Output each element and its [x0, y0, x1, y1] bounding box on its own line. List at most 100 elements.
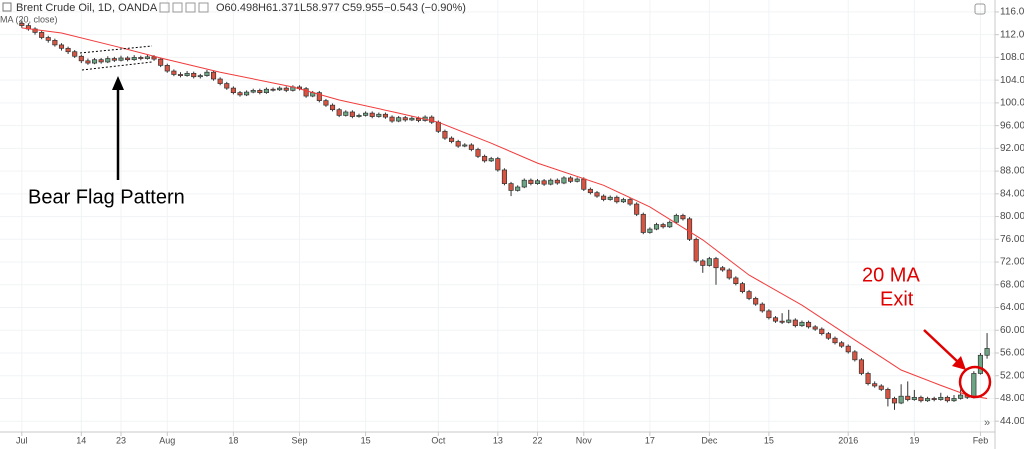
candle-down: [210, 71, 217, 80]
candle-down: [468, 144, 474, 150]
arrow-head: [952, 356, 966, 370]
x-tick-label: Dec: [701, 435, 718, 445]
candle-up: [131, 57, 137, 61]
candle-up: [363, 112, 369, 116]
candle-up: [396, 117, 402, 122]
candle-down: [191, 72, 197, 78]
candle-down: [700, 260, 706, 266]
candle-down: [158, 58, 164, 66]
y-tick-label: 104.000: [1000, 75, 1024, 86]
candle-up: [184, 72, 190, 76]
candle-down: [726, 269, 732, 279]
candle-down: [872, 383, 878, 387]
candle-down: [369, 112, 375, 117]
candle-up: [938, 396, 944, 400]
candle-down: [594, 192, 600, 197]
candle-down: [601, 195, 607, 200]
x-tick-label: 14: [76, 435, 86, 445]
candle-up: [488, 158, 494, 162]
candle-down: [852, 351, 858, 361]
candle-up: [607, 196, 613, 200]
candle-up: [462, 144, 468, 147]
candle-down: [151, 56, 157, 60]
candle-down: [733, 277, 739, 284]
candle-down: [528, 179, 534, 184]
candle-down: [455, 141, 461, 147]
candle-down: [891, 398, 898, 404]
candle-down: [772, 317, 779, 322]
x-tick-label: 18: [228, 435, 238, 445]
ma-line: [21, 27, 988, 399]
y-tick-label: 112.000: [1000, 29, 1024, 40]
candle-up: [244, 91, 250, 96]
candle-up: [561, 177, 567, 184]
y-tick-label: 60.000: [1000, 325, 1024, 336]
icon[interactable]: [185, 2, 196, 13]
candle-down: [171, 70, 177, 75]
y-tick-label: 88.000: [1000, 166, 1024, 177]
icon[interactable]: [159, 2, 170, 13]
y-tick-label: 80.000: [1000, 211, 1024, 222]
scroll-button[interactable]: »: [984, 417, 990, 429]
candle-down: [224, 83, 230, 89]
candle-down: [98, 59, 104, 63]
candle-up: [548, 179, 554, 185]
candle-up: [343, 111, 349, 116]
y-tick-label: 108.000: [1000, 52, 1024, 63]
y-tick-label: 116.000: [1000, 7, 1024, 18]
candle-up: [118, 57, 124, 61]
candle-down: [766, 310, 772, 319]
collapse-icon[interactable]: [2, 2, 12, 12]
candle-down: [85, 60, 91, 64]
candle-up: [521, 179, 527, 188]
candle-down: [693, 238, 699, 262]
x-tick-label: 13: [493, 435, 503, 445]
candle-down: [495, 158, 501, 171]
candle-up: [534, 180, 541, 184]
candle-down: [217, 78, 223, 84]
candle-up: [250, 90, 256, 93]
candle-up: [667, 221, 673, 228]
candle-down: [389, 116, 395, 122]
candle-down: [429, 116, 435, 123]
candle-down: [944, 396, 950, 402]
icon[interactable]: [198, 2, 209, 13]
exit-circle: [958, 365, 992, 399]
candle-up: [574, 178, 580, 182]
symbol-title: Brent Crude Oil, 1D, OANDA: [16, 2, 158, 14]
y-tick-label: 48.000: [1000, 393, 1024, 404]
candle-up: [951, 398, 957, 402]
candle-down: [832, 337, 838, 344]
candle-up: [197, 75, 203, 78]
x-tick-label: 2016: [838, 435, 858, 445]
flag-line: [79, 45, 153, 54]
annotation: Bear Flag Pattern: [28, 186, 185, 208]
candle-down: [138, 57, 144, 59]
candle-up: [984, 348, 990, 356]
x-tick-label: 22: [532, 435, 542, 445]
candle-down: [792, 319, 798, 327]
candle-down: [845, 345, 851, 353]
icon[interactable]: [172, 2, 183, 13]
candle-down: [614, 196, 620, 203]
legend-value: −0.543 (−0.90%): [384, 2, 466, 14]
candle-down: [905, 395, 911, 400]
y-tick-label: 56.000: [1000, 348, 1024, 359]
x-tick-label: Jul: [16, 435, 28, 445]
settings-icon[interactable]: [974, 3, 986, 15]
x-tick-label: 15: [361, 435, 371, 445]
y-tick-label: 68.000: [1000, 279, 1024, 290]
candle-up: [653, 224, 660, 230]
x-tick-label: 17: [645, 435, 655, 445]
y-tick-label: 92.000: [1000, 143, 1024, 154]
candle-down: [72, 51, 78, 57]
candle-down: [779, 320, 785, 323]
x-tick-label: 23: [116, 435, 126, 445]
candle-down: [581, 178, 587, 190]
legend-value: O60.498: [216, 2, 258, 14]
candle-down: [878, 385, 884, 390]
candle-down: [270, 88, 276, 91]
candle-up: [409, 117, 415, 121]
candle-up: [263, 88, 269, 94]
